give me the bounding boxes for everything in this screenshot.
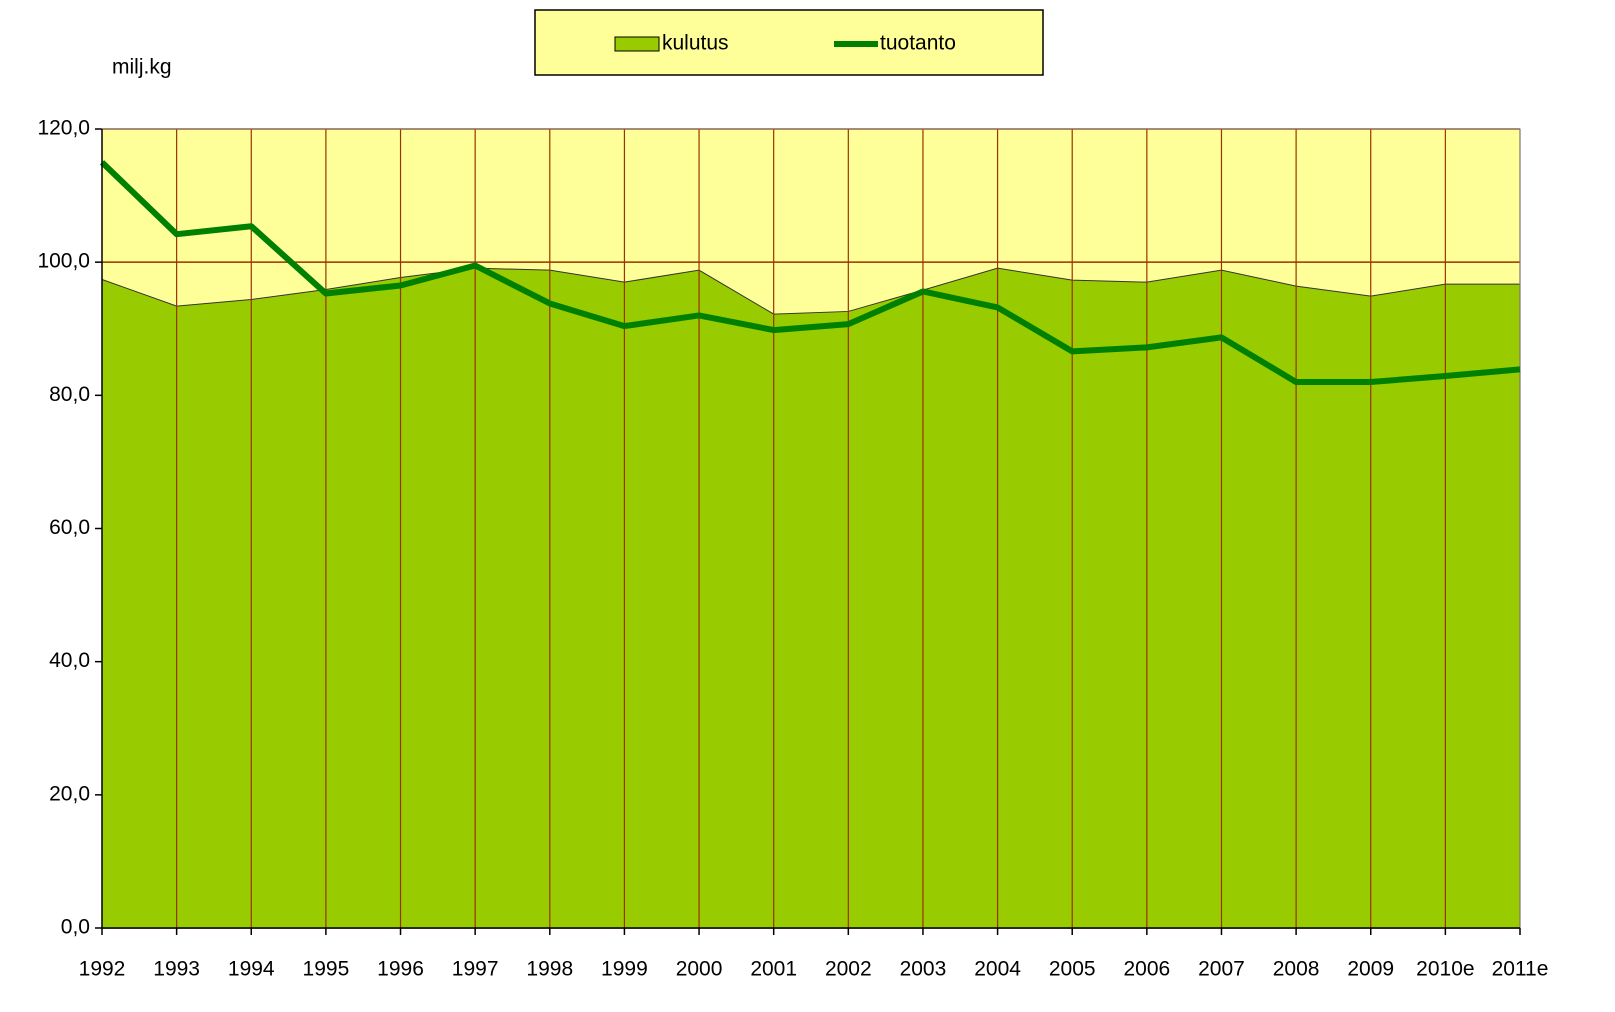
x-tick-label: 1996 <box>377 958 424 981</box>
line <box>99 160 1521 386</box>
y-tick-label: 40,0 <box>49 649 90 672</box>
x-tick-label: 2000 <box>676 958 723 981</box>
y-tick-label: 60,0 <box>49 516 90 539</box>
y-tick-label: 20,0 <box>49 782 90 805</box>
x-tick-label: 2003 <box>900 958 947 981</box>
legend-label: kulutus <box>662 32 729 55</box>
x-tick-label: 1995 <box>303 958 350 981</box>
x-tick-label: 2005 <box>1049 958 1096 981</box>
legend-swatch <box>614 36 660 52</box>
legend-box <box>534 9 1044 76</box>
y-tick-label: 80,0 <box>49 383 90 406</box>
y-tick-label: 0,0 <box>61 916 90 939</box>
x-tick-label: 1998 <box>526 958 573 981</box>
x-tick-label: 2002 <box>825 958 872 981</box>
x-tick-label: 1997 <box>452 958 499 981</box>
x-tick-label: 1992 <box>79 958 126 981</box>
x-tick-label: 1994 <box>228 958 275 981</box>
area <box>101 267 1521 929</box>
y-tick-label: 100,0 <box>37 250 90 273</box>
x-tick-label: 2008 <box>1273 958 1320 981</box>
x-tick-label: 2001 <box>750 958 797 981</box>
x-tick-label: 2010e <box>1416 958 1474 981</box>
x-tick-label: 2006 <box>1123 958 1170 981</box>
x-tick-label: 2007 <box>1198 958 1245 981</box>
y-axis-label: milj.kg <box>112 56 172 79</box>
x-tick-label: 2004 <box>974 958 1021 981</box>
x-tick-label: 2009 <box>1347 958 1394 981</box>
x-tick-label: 1993 <box>153 958 200 981</box>
legend: kulutus tuotanto <box>534 9 1044 76</box>
legend-label: tuotanto <box>880 32 956 55</box>
y-tick-label: 120,0 <box>37 117 90 140</box>
x-tick-label: 2011e <box>1492 958 1549 981</box>
x-tick-label: 1999 <box>601 958 648 981</box>
